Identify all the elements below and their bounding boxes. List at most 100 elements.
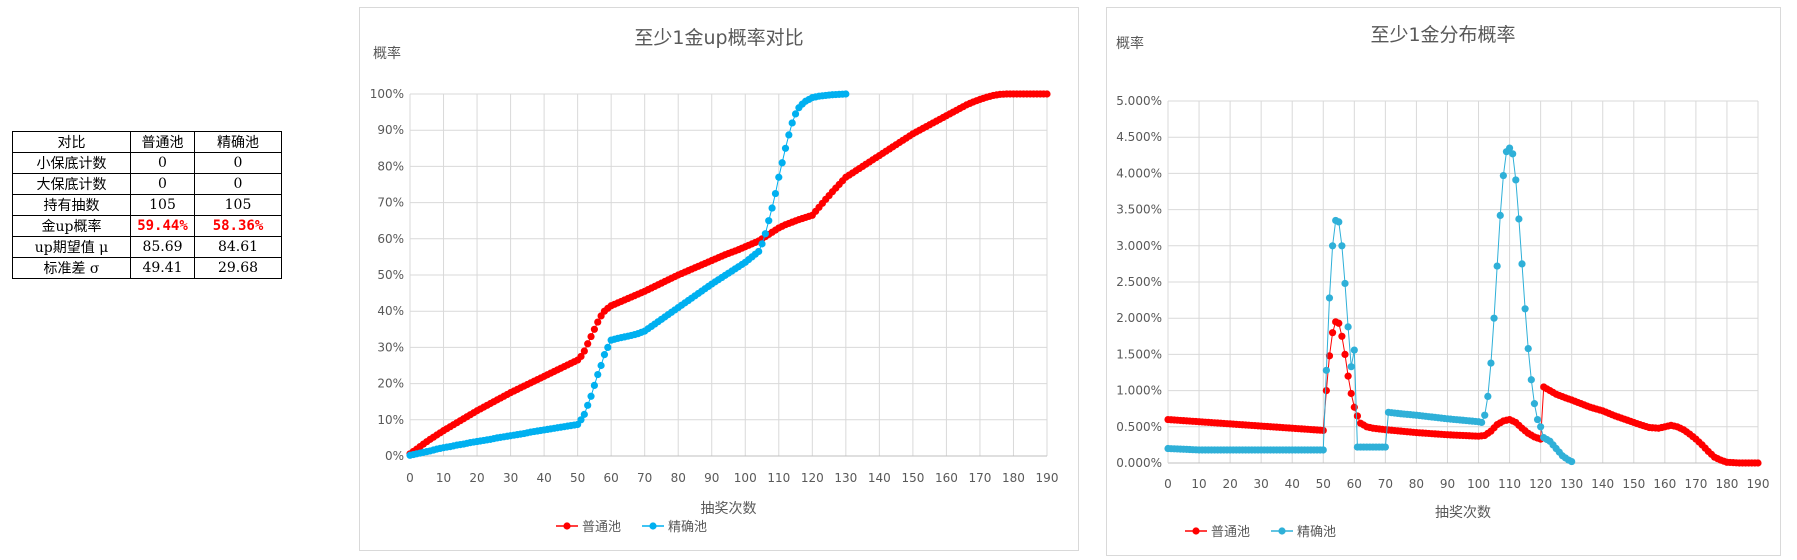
x-tick-label: 0 (1164, 477, 1172, 491)
data-point (1527, 376, 1535, 384)
x-tick-label: 180 (1715, 477, 1738, 491)
y-tick-label: 2.500% (1116, 275, 1162, 289)
data-point (594, 318, 602, 326)
x-tick-label: 170 (1684, 477, 1707, 491)
data-point (1328, 242, 1337, 250)
data-point (604, 343, 612, 351)
data-point (577, 416, 585, 424)
row-label: 标准差 σ (12, 257, 131, 279)
table-cell: 58.36% (194, 215, 282, 237)
y-tick-label: 4.500% (1116, 130, 1162, 144)
data-point (1533, 415, 1542, 424)
series-line-0 (1167, 321, 1758, 464)
y-tick-label: 5.000% (1116, 94, 1162, 108)
data-point (1518, 260, 1526, 268)
data-point (1496, 211, 1504, 219)
x-tick-label: 60 (1347, 477, 1362, 491)
x-tick-label: 120 (801, 471, 824, 485)
y-tick-label: 30% (377, 340, 404, 354)
table-cell: 59.44% (130, 215, 195, 237)
data-point (1515, 215, 1523, 223)
data-point (580, 347, 588, 355)
y-tick-label: 70% (377, 196, 404, 210)
data-point (1484, 392, 1492, 400)
row-label: 小保底计数 (12, 152, 131, 174)
data-point (590, 325, 598, 333)
legend-marker-1 (1278, 527, 1286, 535)
row-label: 持有抽数 (12, 194, 131, 216)
data-point (771, 189, 780, 198)
y-tick-label: 20% (377, 377, 404, 391)
data-point (1505, 144, 1514, 152)
x-tick-label: 170 (968, 471, 991, 485)
data-point (1043, 90, 1051, 98)
x-tick-label: 40 (1285, 477, 1300, 491)
x-tick-label: 190 (1747, 477, 1770, 491)
x-tick-label: 150 (1622, 477, 1645, 491)
x-tick-label: 130 (834, 471, 857, 485)
x-tick-label: 20 (469, 471, 484, 485)
y-tick-label: 1.000% (1116, 384, 1162, 398)
y-tick-label: 0.000% (1116, 456, 1162, 470)
row-label: up期望值 μ (12, 236, 131, 258)
x-axis-title: 抽奖次数 (1435, 504, 1491, 521)
table-cell: 105 (130, 194, 195, 216)
data-point (1478, 418, 1486, 427)
table-cell: 0 (130, 173, 195, 195)
table-cell: 0 (194, 152, 282, 174)
x-tick-label: 150 (901, 471, 924, 485)
y-tick-label: 50% (377, 268, 404, 282)
y-tick-label: 4.000% (1116, 166, 1162, 180)
data-point (580, 410, 588, 418)
legend-marker-0 (1192, 527, 1200, 535)
x-tick-label: 90 (704, 471, 719, 485)
y-tick-label: 90% (377, 123, 404, 137)
data-point (842, 90, 850, 98)
data-point (1490, 314, 1498, 322)
x-tick-label: 100 (1467, 477, 1490, 491)
y-tick-label: 40% (377, 304, 404, 318)
y-tick-label: 10% (377, 413, 404, 427)
data-point (600, 351, 609, 359)
data-point (1347, 389, 1355, 398)
data-point (584, 401, 592, 409)
data-point (1521, 305, 1529, 313)
x-tick-label: 60 (604, 471, 619, 485)
legend-marker-0 (563, 522, 571, 530)
data-point (1319, 446, 1327, 454)
data-point (1350, 403, 1358, 411)
y-axis-title: 概率 (373, 45, 401, 62)
data-point (584, 340, 592, 348)
chart-title: 至少1金up概率对比 (634, 27, 803, 49)
data-point (1353, 412, 1362, 420)
cumulative-probability-chart[interactable]: 0 10 20 30 40 50 60 70 80 90 100 110 120 130 140 150 160… (359, 7, 1079, 551)
x-tick-label: 70 (637, 471, 652, 485)
data-point (1341, 350, 1349, 358)
data-point (1568, 457, 1576, 466)
data-point (590, 381, 598, 390)
distribution-probability-chart[interactable]: 0 10 20 30 40 50 60 70 80 90 100 110 120 130 140 150 160… (1106, 7, 1781, 556)
data-point (1341, 279, 1349, 288)
chart-canvas: 0 10 20 30 40 50 60 70 80 90 100 110 120 130 140 150 160… (370, 27, 1059, 535)
x-tick-label: 50 (1316, 477, 1331, 491)
data-point (587, 332, 595, 341)
legend-label-1: 精确池 (1297, 525, 1336, 540)
x-tick-label: 110 (767, 471, 790, 485)
data-point (778, 159, 786, 167)
x-tick-label: 160 (935, 471, 958, 485)
data-point (594, 370, 602, 379)
data-point (1322, 387, 1330, 395)
data-point (1338, 332, 1346, 340)
data-point (1493, 262, 1501, 270)
data-point (758, 240, 766, 248)
y-tick-label: 100% (370, 87, 404, 101)
data-point (1499, 171, 1507, 180)
data-point (781, 144, 790, 152)
x-tick-label: 80 (1409, 477, 1424, 491)
data-point (1328, 329, 1337, 337)
x-tick-label: 190 (1036, 471, 1059, 485)
data-point (791, 110, 800, 118)
series-line-1 (1167, 147, 1572, 463)
y-tick-label: 80% (377, 159, 404, 173)
x-tick-label: 130 (1560, 477, 1583, 491)
